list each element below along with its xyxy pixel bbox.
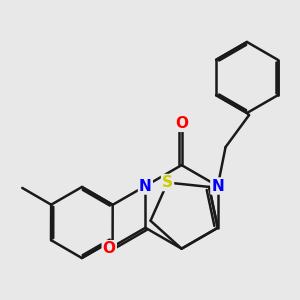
Text: O: O [175, 116, 188, 131]
Text: N: N [212, 178, 224, 194]
Text: N: N [139, 178, 152, 194]
Text: O: O [103, 241, 116, 256]
Text: S: S [162, 175, 173, 190]
